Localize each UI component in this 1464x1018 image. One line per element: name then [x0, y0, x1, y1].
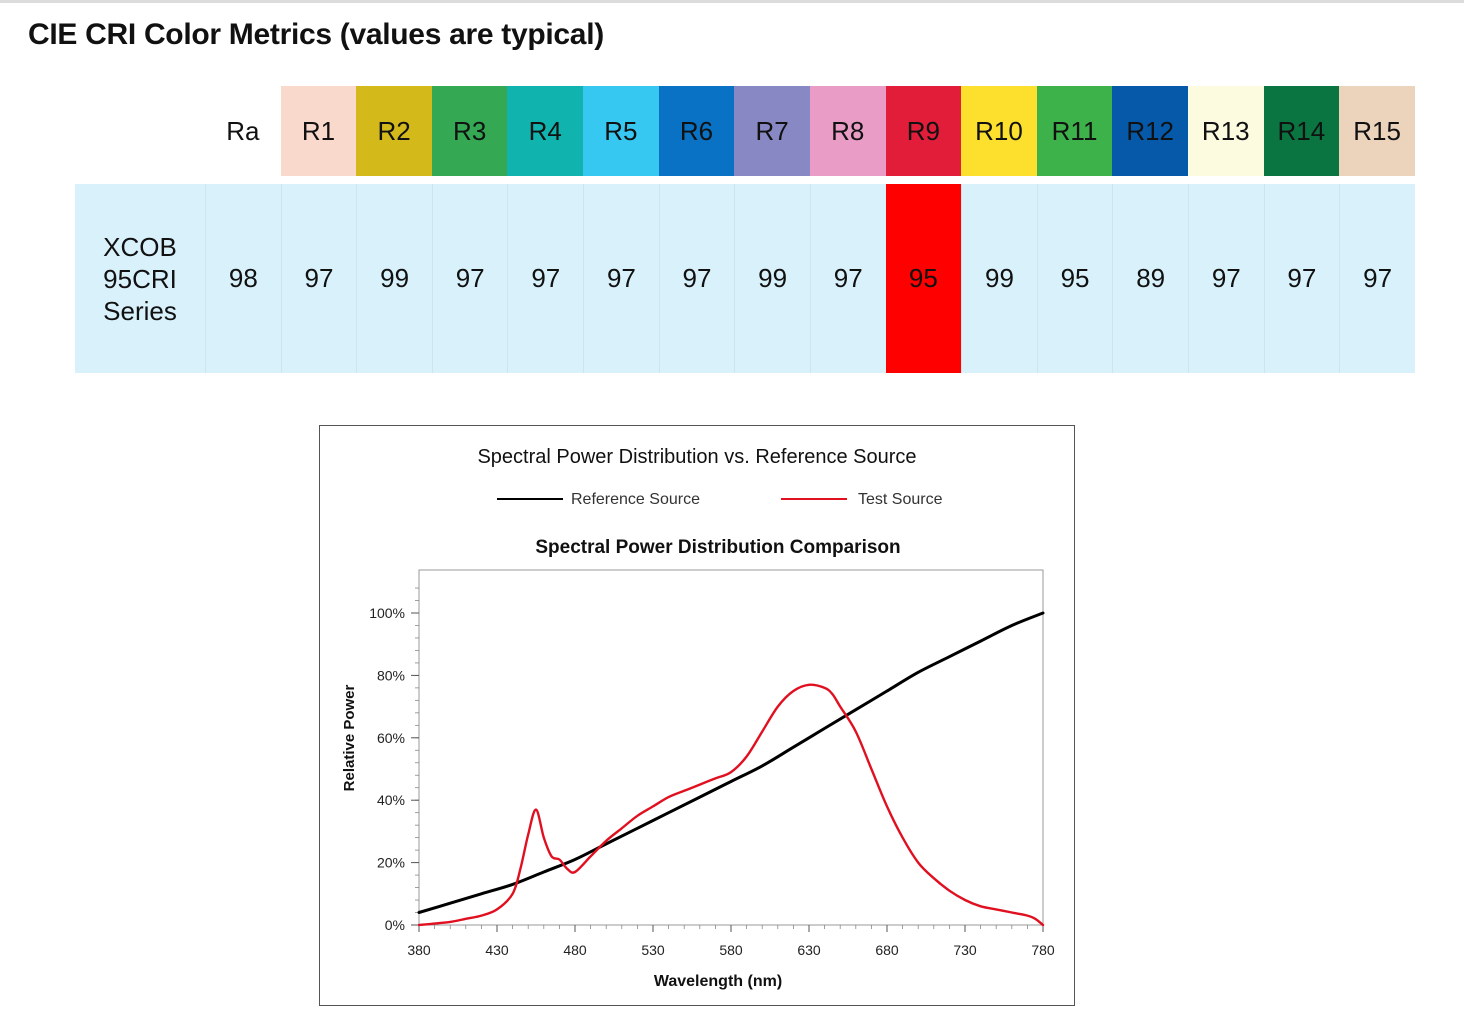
spd-chart-frame: Spectral Power Distribution vs. Referenc…: [319, 425, 1075, 1006]
cri-row-gap: [75, 176, 1415, 184]
cri-header-row: Ra R1 R2 R3 R4 R5 R6 R7 R8 R9 R10 R11 R12 R13 R14 R15: [75, 86, 1415, 176]
cri-table: Ra R1 R2 R3 R4 R5 R6 R7 R8 R9 R10 R11 R12 R13 R14 R15 X…: [75, 86, 1415, 373]
value-cell-r3: 97: [431, 184, 508, 373]
value-cell-r12: 89: [1112, 184, 1188, 373]
y-axis-ticks: 0% 20% 40% 60% 80% 100%: [369, 605, 419, 933]
x-tick-label: 430: [485, 942, 509, 958]
value-cell-r15: 97: [1339, 184, 1415, 373]
value-cell-r6: 97: [658, 184, 735, 373]
y-tick-label: 20%: [377, 855, 405, 871]
x-axis-label: Wavelength (nm): [654, 973, 782, 990]
x-tick-label: 730: [953, 942, 977, 958]
header-cell-r15: R15: [1339, 86, 1415, 176]
row-label-line: Series: [103, 295, 177, 326]
header-cell-r1: R1: [280, 86, 357, 176]
x-tick-label: 680: [875, 942, 899, 958]
legend: Reference Source Test Source: [497, 491, 943, 508]
row-label-cell: XCOB 95CRI Series: [75, 184, 206, 373]
value-cell-r13: 97: [1187, 184, 1264, 373]
x-tick-label: 580: [719, 942, 743, 958]
value-cell-r8: 97: [809, 184, 886, 373]
series-layer: [417, 611, 1045, 927]
plot-area: [418, 569, 1044, 926]
header-cell-r2: R2: [356, 86, 432, 176]
row-label-line: 95CRI: [103, 263, 177, 294]
header-cell-r5: R5: [583, 86, 659, 176]
cri-value-row: XCOB 95CRI Series 98 97 99 97 97 97 97 99 97 95 99 95…: [75, 184, 1415, 373]
y-tick-label: 80%: [377, 667, 405, 683]
x-tick-label: 480: [563, 942, 587, 958]
x-tick-label: 630: [797, 942, 821, 958]
y-tick-label: 40%: [377, 792, 405, 808]
page-title: CIE CRI Color Metrics (values are typica…: [28, 18, 604, 51]
chart-title: Spectral Power Distribution vs. Referenc…: [477, 446, 916, 468]
value-cell-r2: 99: [356, 184, 432, 373]
header-cell-r13: R13: [1187, 86, 1264, 176]
header-cell-r10: R10: [961, 86, 1037, 176]
value-cell-r11: 95: [1036, 184, 1113, 373]
value-cell-r9: 95: [885, 184, 962, 373]
header-cell-r6: R6: [658, 86, 735, 176]
x-tick-label: 380: [407, 942, 431, 958]
series-line-test-source: [417, 683, 1045, 927]
header-cell-r12: R12: [1112, 86, 1188, 176]
value-cell-ra: 98: [205, 184, 281, 373]
header-cell-r8: R8: [809, 86, 886, 176]
top-divider: [0, 0, 1464, 3]
spd-chart: Spectral Power Distribution vs. Referenc…: [341, 446, 1055, 990]
header-cell-r4: R4: [507, 86, 584, 176]
y-tick-label: 60%: [377, 730, 405, 746]
value-cell-r14: 97: [1263, 184, 1340, 373]
header-cell-ra: Ra: [205, 86, 281, 176]
y-tick-label: 100%: [369, 605, 405, 621]
legend-label-test: Test Source: [858, 491, 943, 508]
chart-subtitle: Spectral Power Distribution Comparison: [535, 537, 900, 558]
value-cell-r4: 97: [507, 184, 584, 373]
value-cell-r10: 99: [961, 184, 1037, 373]
x-tick-label: 780: [1031, 942, 1055, 958]
corner-cell: [75, 86, 206, 176]
header-cell-r11: R11: [1036, 86, 1113, 176]
row-label-line: XCOB: [103, 231, 177, 262]
legend-label-reference: Reference Source: [571, 491, 700, 508]
y-tick-label: 0%: [385, 917, 405, 933]
value-cell-r7: 99: [734, 184, 810, 373]
x-axis-ticks: 380 430 480 530 580 630 680 730 780: [407, 925, 1055, 958]
y-axis-label: Relative Power: [341, 684, 358, 791]
header-cell-r3: R3: [431, 86, 508, 176]
header-cell-r7: R7: [734, 86, 810, 176]
header-cell-r14: R14: [1263, 86, 1340, 176]
x-tick-label: 530: [641, 942, 665, 958]
value-cell-r5: 97: [583, 184, 659, 373]
header-cell-r9: R9: [885, 86, 962, 176]
series-line-reference-source: [417, 611, 1045, 914]
value-cell-r1: 97: [280, 184, 357, 373]
